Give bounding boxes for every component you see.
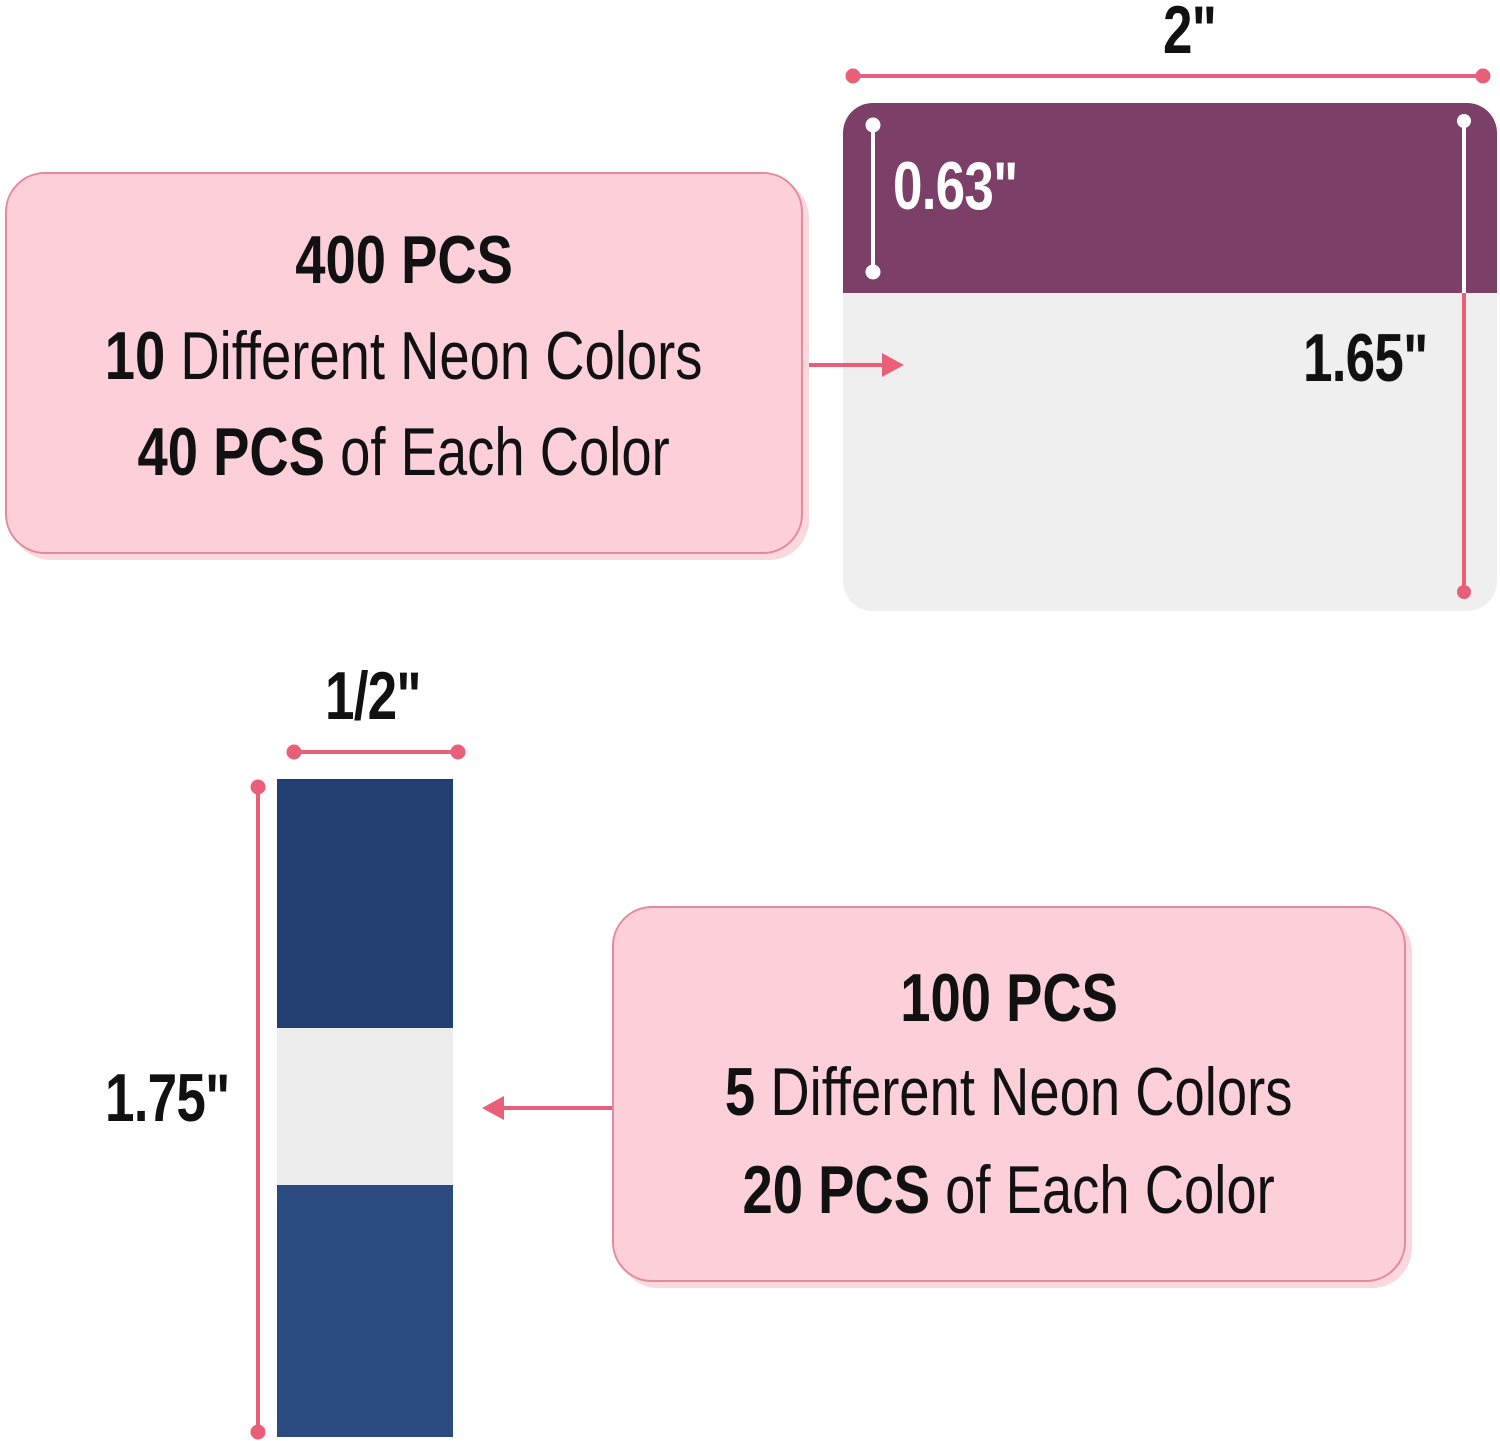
tab-height-dimension-line <box>865 117 881 280</box>
large-info-box: 400 PCS 10 Different Neon Colors 40 PCS … <box>5 172 803 554</box>
small-width-label: 1/2" <box>325 658 422 734</box>
width-dimension-line-small <box>286 744 466 760</box>
height-dimension-line-small <box>250 779 266 1440</box>
small-info-box: 100 PCS 5 Different Neon Colors 20 PCS o… <box>612 906 1406 1282</box>
small-total: 100 PCS <box>900 960 1118 1036</box>
arrow-right-icon <box>803 353 904 377</box>
large-height-label: 1.65" <box>1303 320 1428 396</box>
large-width-label: 2" <box>1163 0 1217 68</box>
large-colors-line: 10 Different Neon Colors <box>105 318 703 394</box>
large-per-color-line: 40 PCS of Each Color <box>137 414 671 490</box>
large-total: 400 PCS <box>295 222 513 298</box>
small-colors-line: 5 Different Neon Colors <box>725 1054 1293 1130</box>
large-flag-tab <box>843 103 1497 293</box>
small-per-color-line: 20 PCS of Each Color <box>742 1152 1276 1228</box>
arrow-left-icon <box>482 1096 612 1120</box>
large-flag <box>843 103 1497 611</box>
height-dimension-line-large <box>1457 114 1471 599</box>
small-height-label: 1.75" <box>105 1060 230 1136</box>
width-dimension-line-large <box>845 68 1491 84</box>
tab-height-label: 0.63" <box>893 148 1018 224</box>
small-flag <box>277 779 453 1437</box>
